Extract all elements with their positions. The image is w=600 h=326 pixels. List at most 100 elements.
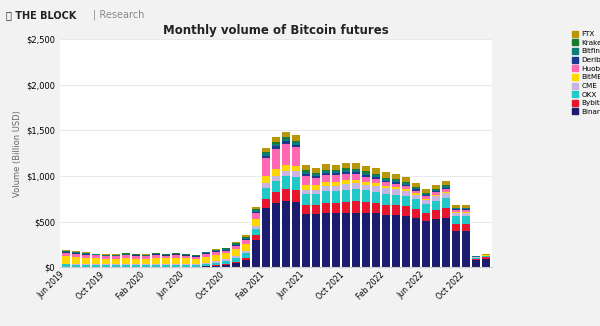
Bar (373, 168, 380, 173)
Bar (412, 195, 419, 199)
Bar (433, 192, 440, 195)
Bar (362, 213, 370, 267)
Bar (403, 183, 410, 185)
Bar (283, 144, 290, 165)
Bar (322, 213, 329, 267)
Bar (362, 190, 370, 201)
Bar (392, 182, 400, 184)
Bar (412, 199, 419, 209)
Bar (313, 190, 320, 194)
Bar (373, 214, 380, 267)
Bar (242, 238, 250, 239)
Bar (343, 201, 350, 213)
Bar (442, 193, 449, 198)
Bar (362, 182, 370, 185)
Bar (412, 193, 419, 195)
Bar (392, 215, 400, 267)
Bar (283, 132, 290, 137)
Bar (202, 252, 209, 253)
Bar (92, 264, 100, 265)
Bar (433, 195, 440, 196)
Bar (343, 190, 350, 201)
Bar (103, 254, 110, 255)
Bar (103, 264, 110, 265)
Bar (343, 163, 350, 168)
Bar (112, 254, 119, 255)
Bar (212, 249, 220, 250)
Bar (313, 174, 320, 176)
Bar (313, 172, 320, 174)
Bar (193, 259, 200, 264)
Bar (392, 180, 400, 182)
Bar (73, 251, 80, 252)
Bar (373, 202, 380, 214)
Bar (82, 252, 89, 253)
Bar (242, 235, 250, 237)
Bar (433, 201, 440, 210)
Bar (343, 213, 350, 267)
Bar (313, 205, 320, 215)
Bar (133, 259, 140, 264)
Bar (433, 219, 440, 267)
Bar (382, 186, 389, 188)
Bar (253, 209, 260, 211)
Bar (482, 256, 490, 257)
Bar (223, 253, 230, 259)
Bar (403, 182, 410, 183)
Bar (322, 191, 329, 202)
Bar (82, 254, 89, 255)
Bar (152, 264, 160, 265)
Bar (352, 183, 359, 189)
Bar (422, 200, 430, 204)
Bar (232, 258, 239, 262)
Bar (272, 181, 280, 192)
Bar (283, 189, 290, 201)
Bar (262, 176, 269, 183)
Bar (313, 168, 320, 172)
Bar (302, 176, 310, 185)
Bar (223, 249, 230, 250)
Bar (82, 265, 89, 267)
Bar (332, 171, 340, 173)
Bar (382, 194, 389, 205)
Bar (262, 199, 269, 208)
Bar (412, 188, 419, 189)
Bar (313, 185, 320, 190)
Bar (433, 185, 440, 189)
Bar (422, 193, 430, 194)
Bar (343, 180, 350, 184)
Bar (253, 240, 260, 267)
Bar (133, 265, 140, 267)
Bar (122, 255, 130, 258)
Bar (193, 265, 200, 267)
Bar (253, 214, 260, 219)
Bar (412, 187, 419, 188)
Bar (442, 189, 449, 192)
Bar (302, 165, 310, 170)
Bar (212, 252, 220, 255)
Bar (373, 179, 380, 183)
Bar (362, 175, 370, 177)
Bar (172, 255, 179, 258)
Bar (433, 190, 440, 191)
Bar (373, 175, 380, 177)
Bar (253, 211, 260, 212)
Bar (362, 177, 370, 182)
Bar (182, 264, 190, 265)
Bar (272, 142, 280, 144)
Bar (182, 265, 190, 267)
Bar (442, 188, 449, 189)
Bar (322, 175, 329, 182)
Bar (373, 173, 380, 175)
Bar (442, 208, 449, 218)
Bar (322, 171, 329, 173)
Bar (103, 265, 110, 267)
Bar (242, 253, 250, 258)
Bar (283, 141, 290, 144)
Bar (292, 145, 299, 147)
Bar (232, 245, 239, 249)
Bar (332, 165, 340, 170)
Bar (253, 229, 260, 235)
Bar (232, 262, 239, 263)
Bar (352, 169, 359, 170)
